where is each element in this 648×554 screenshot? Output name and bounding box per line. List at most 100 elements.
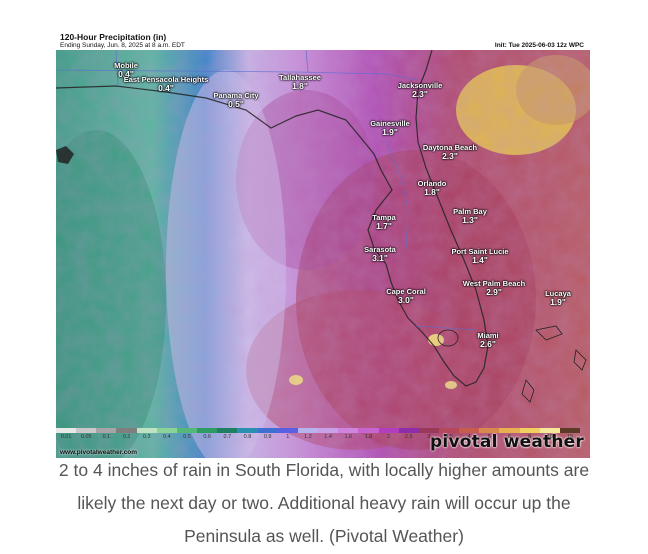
- legend-tick-label: 3.5: [445, 434, 453, 440]
- city-value: 0.5": [228, 99, 244, 109]
- city-name: Lucaya: [545, 289, 571, 298]
- city-value: 1.7": [376, 221, 392, 231]
- legend-swatch: [277, 428, 298, 433]
- city-name: East Pensacola Heights: [123, 75, 209, 84]
- city-value: 1.9": [382, 127, 398, 137]
- city-name: Gainesville: [370, 119, 410, 128]
- legend-tick-label: 6: [507, 434, 512, 440]
- city-name: Mobile: [114, 61, 138, 70]
- city-label-palm-bay: Palm Bay 1.3": [453, 207, 487, 225]
- legend-swatch: [156, 428, 177, 433]
- city-name: Cape Coral: [386, 287, 426, 296]
- legend-tick-label: 0.4: [163, 434, 171, 440]
- legend-tick-label: 8: [528, 434, 532, 440]
- city-name: Miami: [477, 331, 499, 340]
- city-label-mobile: Mobile 0.4": [114, 61, 138, 79]
- pivotal-weather-logo: pivotal weather: [430, 432, 584, 452]
- legend-tick-label: 1.8: [364, 434, 373, 440]
- city-value: 3.0": [398, 295, 414, 305]
- legend-tick-label: 10: [546, 434, 553, 440]
- legend-tick-label: 1.2: [304, 434, 312, 440]
- legend-tick-label: 0.5: [183, 434, 191, 440]
- city-value: 2.6": [480, 339, 496, 349]
- map-valid-time: Ending Sunday, Jun. 8, 2025 at 8 a.m. ED…: [60, 42, 185, 49]
- site-url: www.pivotalweather.com: [60, 449, 138, 456]
- city-label-port-saint-lucie: Port Saint Lucie 1.4": [451, 247, 509, 265]
- legend-tick-label: 15: [566, 434, 574, 440]
- legend-tick-label: 0.9: [263, 434, 272, 440]
- legend-tick-label: 0.1: [102, 434, 111, 440]
- city-name: West Palm Beach: [462, 279, 526, 288]
- city-value: 1.8": [424, 187, 440, 197]
- city-label-cape-coral: Cape Coral 3.0": [386, 287, 426, 305]
- precipitation-map: Mobile 0.4" East Pensacola Heights 0.4" …: [56, 50, 590, 458]
- city-value: 2.3": [442, 151, 458, 161]
- legend-tick-label: 0.2: [122, 434, 131, 440]
- legend-swatch: [257, 428, 278, 433]
- map-graphic: [56, 50, 590, 458]
- legend-swatch: [499, 428, 520, 433]
- city-label-east-pensacola-heights: East Pensacola Heights 0.4": [123, 75, 209, 93]
- city-name: Jacksonville: [397, 81, 443, 90]
- city-label-gainesville: Gainesville 1.9": [370, 119, 410, 137]
- image-caption: 2 to 4 inches of rain in South Florida, …: [58, 460, 590, 546]
- legend-swatch: [438, 428, 460, 433]
- city-label-tampa: Tampa 1.7": [372, 214, 396, 231]
- legend-swatch: [479, 428, 500, 433]
- legend-swatch: [418, 428, 439, 433]
- legend-swatch: [559, 428, 581, 433]
- city-name: Daytona Beach: [422, 143, 478, 152]
- legend-swatch: [318, 428, 339, 433]
- legend-swatch: [176, 428, 198, 433]
- city-name: Palm Bay: [453, 207, 487, 216]
- city-label-jacksonville: Jacksonville 2.3": [397, 81, 443, 99]
- map-title: 120-Hour Precipitation (in): [60, 32, 167, 42]
- legend-tick-label: 4: [467, 434, 471, 440]
- city-label-orlando: Orlando 1.8": [417, 179, 447, 197]
- city-value: 0.4": [158, 83, 174, 93]
- legend-swatch: [297, 428, 319, 433]
- city-label-tallahassee: Tallahassee 1.8": [279, 73, 321, 91]
- legend-tick-label: 3: [427, 434, 431, 440]
- legend-tick-label: 2.5: [404, 434, 413, 440]
- city-value: 1.3": [462, 215, 478, 225]
- city-label-daytona-beach: Daytona Beach 2.3": [422, 143, 478, 161]
- city-value: 1.9": [550, 297, 566, 307]
- legend-swatch: [519, 428, 540, 433]
- legend-swatch: [56, 428, 77, 433]
- legend-tick-label: 1: [286, 434, 290, 440]
- legend-tick-label: 0.8: [243, 434, 252, 440]
- legend-swatches: [56, 428, 581, 433]
- city-value: 0.4": [118, 69, 134, 79]
- legend-tick-label: 0.3: [142, 434, 151, 440]
- city-name: Orlando: [417, 179, 447, 188]
- legend-swatch: [338, 428, 359, 433]
- legend-tick-label: 0.7: [223, 434, 232, 440]
- legend-tick-label: 2: [387, 434, 391, 440]
- legend-tick-label: 0.05: [80, 434, 92, 440]
- legend-swatch: [217, 428, 238, 433]
- city-value: 2.9": [486, 287, 502, 297]
- legend-tick-label: 1.6: [344, 434, 353, 440]
- legend-swatch: [76, 428, 97, 433]
- legend-tick-label: 0.01: [60, 434, 72, 440]
- city-value: 1.8": [292, 81, 308, 91]
- city-value: 1.4": [472, 255, 488, 265]
- map-init-time: Init: Tue 2025-06-03 12z WPC: [494, 42, 584, 49]
- legend-swatch: [116, 428, 137, 433]
- legend-swatch: [197, 428, 218, 433]
- legend-swatch: [136, 428, 157, 433]
- legend-ticks: 0.01 0.05 0.1 0.2 0.3 0.4 0.5 0.6 0.7 0.8 0.9 1 1.2 1…: [56, 434, 580, 442]
- city-name: Sarasota: [364, 245, 396, 254]
- city-name: Tallahassee: [279, 73, 321, 82]
- precipitation-map-figure: 120-Hour Precipitation (in) Ending Sunda…: [56, 30, 590, 458]
- city-value: 3.1": [372, 253, 388, 263]
- legend-swatch: [539, 428, 560, 433]
- city-label-lucaya: Lucaya 1.9": [545, 289, 571, 307]
- legend-tick-label: 1.4: [324, 434, 332, 440]
- city-name: Port Saint Lucie: [451, 247, 509, 256]
- city-value: 2.3": [412, 89, 428, 99]
- legend-swatch: [459, 428, 480, 433]
- legend-swatch: [398, 428, 419, 433]
- legend-tick-label: 5: [487, 434, 491, 440]
